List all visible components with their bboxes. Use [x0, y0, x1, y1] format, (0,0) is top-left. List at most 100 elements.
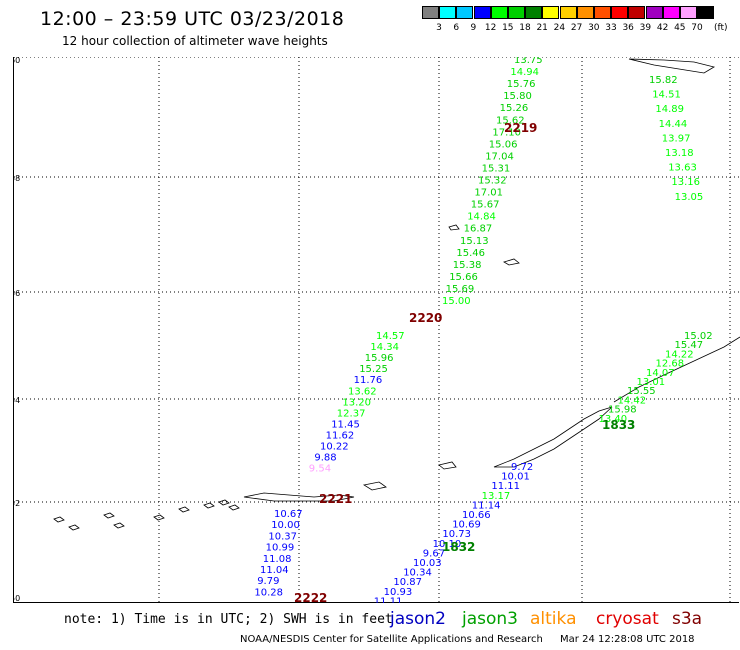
coastline-shape	[153, 514, 165, 521]
scale-label: 18	[519, 23, 531, 33]
wave-height-value: 10.34	[403, 568, 432, 579]
satellite-jason2-label: jason2	[390, 609, 446, 629]
wave-height-value: 14.57	[376, 331, 405, 342]
satellite-s3a-label: s3a	[672, 609, 703, 629]
wave-height-value: 11.45	[331, 419, 360, 430]
wave-height-value: 12.68	[656, 359, 685, 370]
wave-height-value: 10.99	[266, 543, 295, 554]
wave-height-value: 15.38	[453, 260, 482, 271]
wave-height-value: 15.76	[507, 79, 536, 90]
wave-height-value: 15.25	[359, 364, 388, 375]
wave-height-value: 10.69	[452, 520, 481, 531]
scale-swatch	[645, 6, 663, 19]
coastline-shape	[218, 499, 230, 506]
map-panel: 605856545250-180-177-174-171-168-16513.7…	[13, 57, 740, 603]
scale-swatch	[611, 6, 629, 19]
footer: NOAA/NESDIS Center for Satellite Applica…	[240, 634, 695, 645]
coastline-shape	[103, 512, 115, 519]
coastline-shape	[228, 504, 240, 511]
scale-swatch	[456, 6, 474, 19]
wave-height-value: 9.54	[309, 464, 331, 475]
wave-height-value: 13.97	[662, 133, 691, 144]
latitude-label: 60	[14, 57, 20, 65]
wave-height-value: 14.07	[646, 368, 675, 379]
coastline-shape	[243, 492, 355, 502]
wave-height-value: 15.00	[442, 296, 471, 307]
wave-height-value: 9.79	[257, 576, 279, 587]
scale-swatch	[559, 6, 577, 19]
wave-height-value: 9.88	[314, 453, 336, 464]
wave-height-value: 11.08	[263, 554, 292, 565]
wave-height-value: 13.20	[342, 397, 371, 408]
track-time-label: 2221	[319, 492, 352, 506]
wave-height-value: 11.04	[260, 565, 289, 576]
coastline-shape	[448, 224, 460, 231]
scale-label: 36	[622, 23, 634, 33]
scale-swatch	[697, 6, 715, 19]
wave-height-value: 15.46	[456, 248, 485, 259]
wave-height-value: 13.62	[348, 386, 377, 397]
wave-height-value: 13.75	[514, 57, 543, 66]
coastline-shape	[203, 502, 215, 509]
wave-height-value: 15.82	[649, 75, 678, 86]
wave-height-value: 15.06	[489, 139, 518, 150]
coastline-shape	[178, 506, 190, 513]
wave-height-value: 14.22	[665, 349, 694, 360]
latitude-label: 56	[14, 289, 20, 298]
scale-swatch	[680, 6, 697, 19]
satellite-cryosat-label: cryosat	[596, 609, 659, 629]
track-time-label: 1833	[602, 418, 635, 432]
track-time-label: 1832	[442, 540, 475, 554]
wave-height-value: 11.11	[374, 596, 403, 603]
scale-label: 15	[502, 23, 514, 33]
coastline-shape	[362, 481, 387, 491]
track-time-label: 2219	[504, 121, 537, 135]
wave-height-value: 11.62	[326, 430, 355, 441]
wave-height-value: 13.18	[665, 148, 694, 159]
scale-label: 21	[536, 23, 548, 33]
wave-height-value: 10.00	[271, 520, 300, 531]
coastline-shape	[493, 406, 613, 468]
latitude-label: 54	[14, 396, 20, 405]
wave-height-value: 14.84	[467, 212, 496, 223]
wave-height-value: 15.80	[503, 91, 532, 102]
scale-swatch	[439, 6, 457, 19]
wave-height-value: 15.62	[496, 115, 525, 126]
wave-height-value: 10.73	[442, 529, 471, 540]
track-time-label: 2220	[409, 311, 442, 325]
coastline-shape	[613, 336, 740, 403]
wave-height-value: 14.94	[510, 67, 539, 78]
wave-height-value: 11.11	[491, 481, 520, 492]
scale-unit: (ft)	[714, 23, 728, 33]
wave-height-value: 10.22	[320, 442, 349, 453]
wave-height-value: 15.69	[446, 284, 475, 295]
scale-label: 6	[453, 23, 460, 33]
coastline-shape	[113, 522, 125, 529]
wave-height-value: 10.66	[462, 510, 491, 521]
wave-height-value: 11.14	[472, 500, 501, 511]
wave-height-value: 15.32	[478, 176, 507, 187]
wave-height-value: 13.01	[637, 377, 666, 388]
scale-label: 24	[553, 23, 566, 33]
wave-height-value: 10.28	[254, 587, 283, 598]
scale-swatch	[473, 6, 491, 19]
wave-height-value: 10.10	[433, 539, 462, 550]
wave-height-value: 15.31	[482, 163, 511, 174]
wave-height-value: 14.51	[652, 90, 681, 101]
wave-height-value: 10.67	[274, 509, 303, 520]
wave-height-value: 15.96	[365, 353, 394, 364]
map-svg: 605856545250-180-177-174-171-168-16513.7…	[14, 57, 740, 603]
scale-label: 45	[674, 23, 686, 33]
scale-swatch	[542, 6, 560, 19]
wave-height-value: 10.87	[393, 577, 422, 588]
scale-swatch	[594, 6, 611, 19]
wave-height-value: 9.67	[423, 548, 445, 559]
wave-height-value: 10.93	[384, 587, 413, 598]
scale-label: 27	[570, 23, 583, 33]
wave-height-value: 11.76	[354, 375, 383, 386]
scale-label: 39	[639, 23, 652, 33]
latitude-label: 52	[14, 499, 20, 508]
coastline-shape	[68, 524, 80, 531]
wave-height-value: 13.63	[668, 163, 697, 174]
wave-height-value: 10.03	[413, 558, 442, 569]
